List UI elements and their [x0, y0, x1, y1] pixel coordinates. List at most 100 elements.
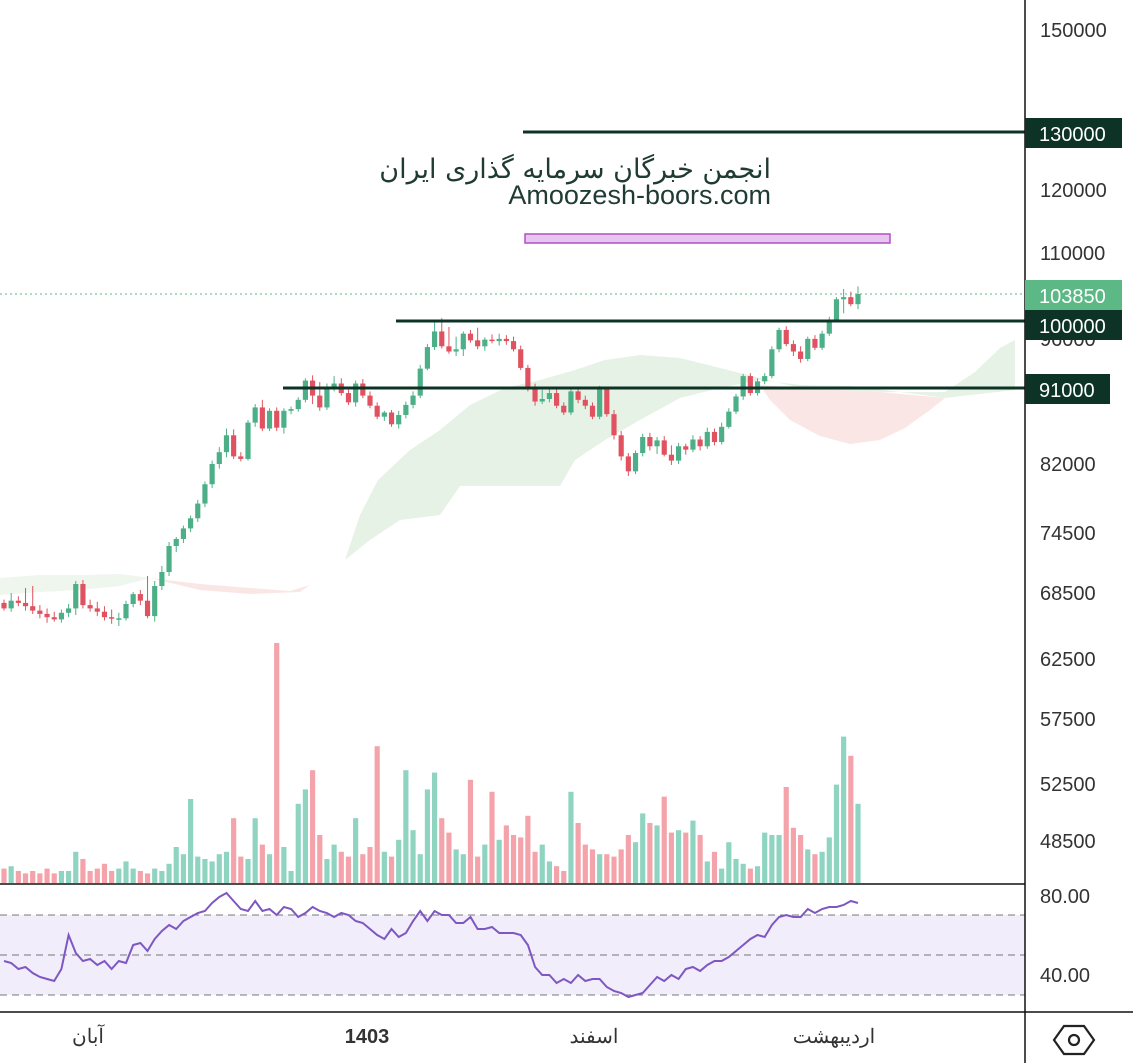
- candle-body[interactable]: [130, 594, 136, 604]
- candle-body[interactable]: [403, 404, 409, 416]
- candle-body[interactable]: [783, 329, 789, 345]
- candle-body[interactable]: [123, 604, 129, 619]
- candle-body[interactable]: [374, 405, 380, 417]
- candle-body[interactable]: [324, 386, 330, 408]
- candle-body[interactable]: [360, 383, 366, 396]
- candle-body[interactable]: [446, 346, 452, 352]
- candle-body[interactable]: [381, 412, 387, 417]
- candle-body[interactable]: [8, 600, 14, 609]
- price-tag-91000[interactable]: 91000: [1025, 374, 1110, 404]
- candle-body[interactable]: [259, 407, 265, 429]
- hexagon-settings-icon[interactable]: [1052, 1024, 1096, 1056]
- candle-body[interactable]: [640, 436, 646, 454]
- candle-body[interactable]: [690, 439, 696, 450]
- candle-body[interactable]: [195, 503, 201, 519]
- candle-body[interactable]: [137, 594, 143, 601]
- candle-body[interactable]: [711, 431, 718, 443]
- candle-body[interactable]: [410, 395, 416, 405]
- candle-body[interactable]: [453, 349, 459, 352]
- candle-body[interactable]: [525, 367, 531, 388]
- candle-body[interactable]: [30, 606, 36, 611]
- candle-body[interactable]: [439, 331, 445, 347]
- candle-body[interactable]: [833, 299, 840, 320]
- candle-body[interactable]: [80, 584, 86, 606]
- candle-body[interactable]: [152, 586, 158, 617]
- candle-body[interactable]: [704, 431, 710, 447]
- candle-body[interactable]: [733, 396, 739, 412]
- candle-body[interactable]: [44, 613, 50, 618]
- candle-body[interactable]: [589, 405, 596, 417]
- candle-body[interactable]: [568, 391, 574, 413]
- candle-body[interactable]: [740, 376, 746, 397]
- candle-body[interactable]: [432, 331, 438, 348]
- candle-body[interactable]: [209, 464, 215, 485]
- candle-body[interactable]: [561, 405, 567, 413]
- candle-body[interactable]: [73, 584, 79, 609]
- candle-body[interactable]: [460, 333, 466, 350]
- price-tag-last[interactable]: 103850: [1025, 280, 1122, 310]
- candle-body[interactable]: [66, 608, 72, 613]
- candle-body[interactable]: [116, 618, 122, 620]
- candle-body[interactable]: [231, 435, 237, 457]
- candle-body[interactable]: [388, 412, 395, 425]
- candle-body[interactable]: [424, 347, 430, 369]
- candle-body[interactable]: [238, 456, 244, 459]
- candle-body[interactable]: [855, 294, 861, 305]
- candle-body[interactable]: [546, 393, 552, 399]
- candle-body[interactable]: [367, 395, 373, 406]
- candle-body[interactable]: [216, 452, 222, 464]
- candle-body[interactable]: [841, 297, 847, 300]
- candle-body[interactable]: [87, 605, 93, 609]
- candle-body[interactable]: [173, 539, 179, 546]
- candle-body[interactable]: [532, 387, 538, 402]
- candle-body[interactable]: [109, 617, 115, 619]
- candle-body[interactable]: [582, 399, 588, 406]
- candle-body[interactable]: [223, 435, 230, 453]
- candle-body[interactable]: [597, 388, 603, 417]
- candle-body[interactable]: [51, 617, 57, 620]
- candle-body[interactable]: [417, 368, 423, 396]
- candle-body[interactable]: [611, 414, 617, 436]
- price-axis[interactable]: 150000 120000 110000 82000 74500 68500 62500 57…: [1040, 20, 1107, 853]
- candle-body[interactable]: [345, 393, 352, 403]
- candle-body[interactable]: [604, 388, 610, 415]
- resistance-zone[interactable]: [524, 233, 891, 244]
- candle-body[interactable]: [719, 426, 725, 443]
- candle-body[interactable]: [625, 456, 631, 472]
- candle-body[interactable]: [288, 409, 294, 411]
- price-tag-130000[interactable]: 130000: [1025, 118, 1122, 148]
- candle-body[interactable]: [94, 608, 100, 612]
- candle-body[interactable]: [654, 440, 660, 447]
- candle-body[interactable]: [245, 422, 251, 459]
- candle-body[interactable]: [503, 338, 509, 342]
- candle-body[interactable]: [144, 600, 151, 617]
- candle-body[interactable]: [676, 446, 682, 461]
- candle-body[interactable]: [510, 341, 517, 350]
- candle-body[interactable]: [747, 376, 753, 394]
- candle-body[interactable]: [575, 391, 581, 400]
- candle-body[interactable]: [166, 546, 172, 572]
- candle-body[interactable]: [726, 411, 732, 427]
- candle-body[interactable]: [331, 383, 337, 387]
- candle-body[interactable]: [202, 484, 208, 504]
- candle-body[interactable]: [396, 415, 402, 425]
- candle-body[interactable]: [518, 349, 524, 368]
- candle-body[interactable]: [826, 319, 832, 334]
- price-tag-100000[interactable]: 100000: [1025, 310, 1122, 340]
- candle-body[interactable]: [482, 339, 488, 347]
- candle-body[interactable]: [180, 528, 186, 539]
- candle-body[interactable]: [317, 395, 323, 408]
- candle-body[interactable]: [302, 380, 308, 400]
- candle-body[interactable]: [489, 339, 495, 342]
- candle-body[interactable]: [539, 398, 545, 402]
- candle-body[interactable]: [467, 333, 474, 341]
- candle-body[interactable]: [252, 407, 258, 423]
- candle-body[interactable]: [188, 518, 194, 529]
- candle-body[interactable]: [812, 338, 818, 348]
- candle-body[interactable]: [805, 338, 811, 359]
- candle-body[interactable]: [661, 440, 667, 455]
- candle-body[interactable]: [618, 435, 624, 457]
- candle-body[interactable]: [647, 436, 653, 447]
- candle-body[interactable]: [22, 602, 29, 607]
